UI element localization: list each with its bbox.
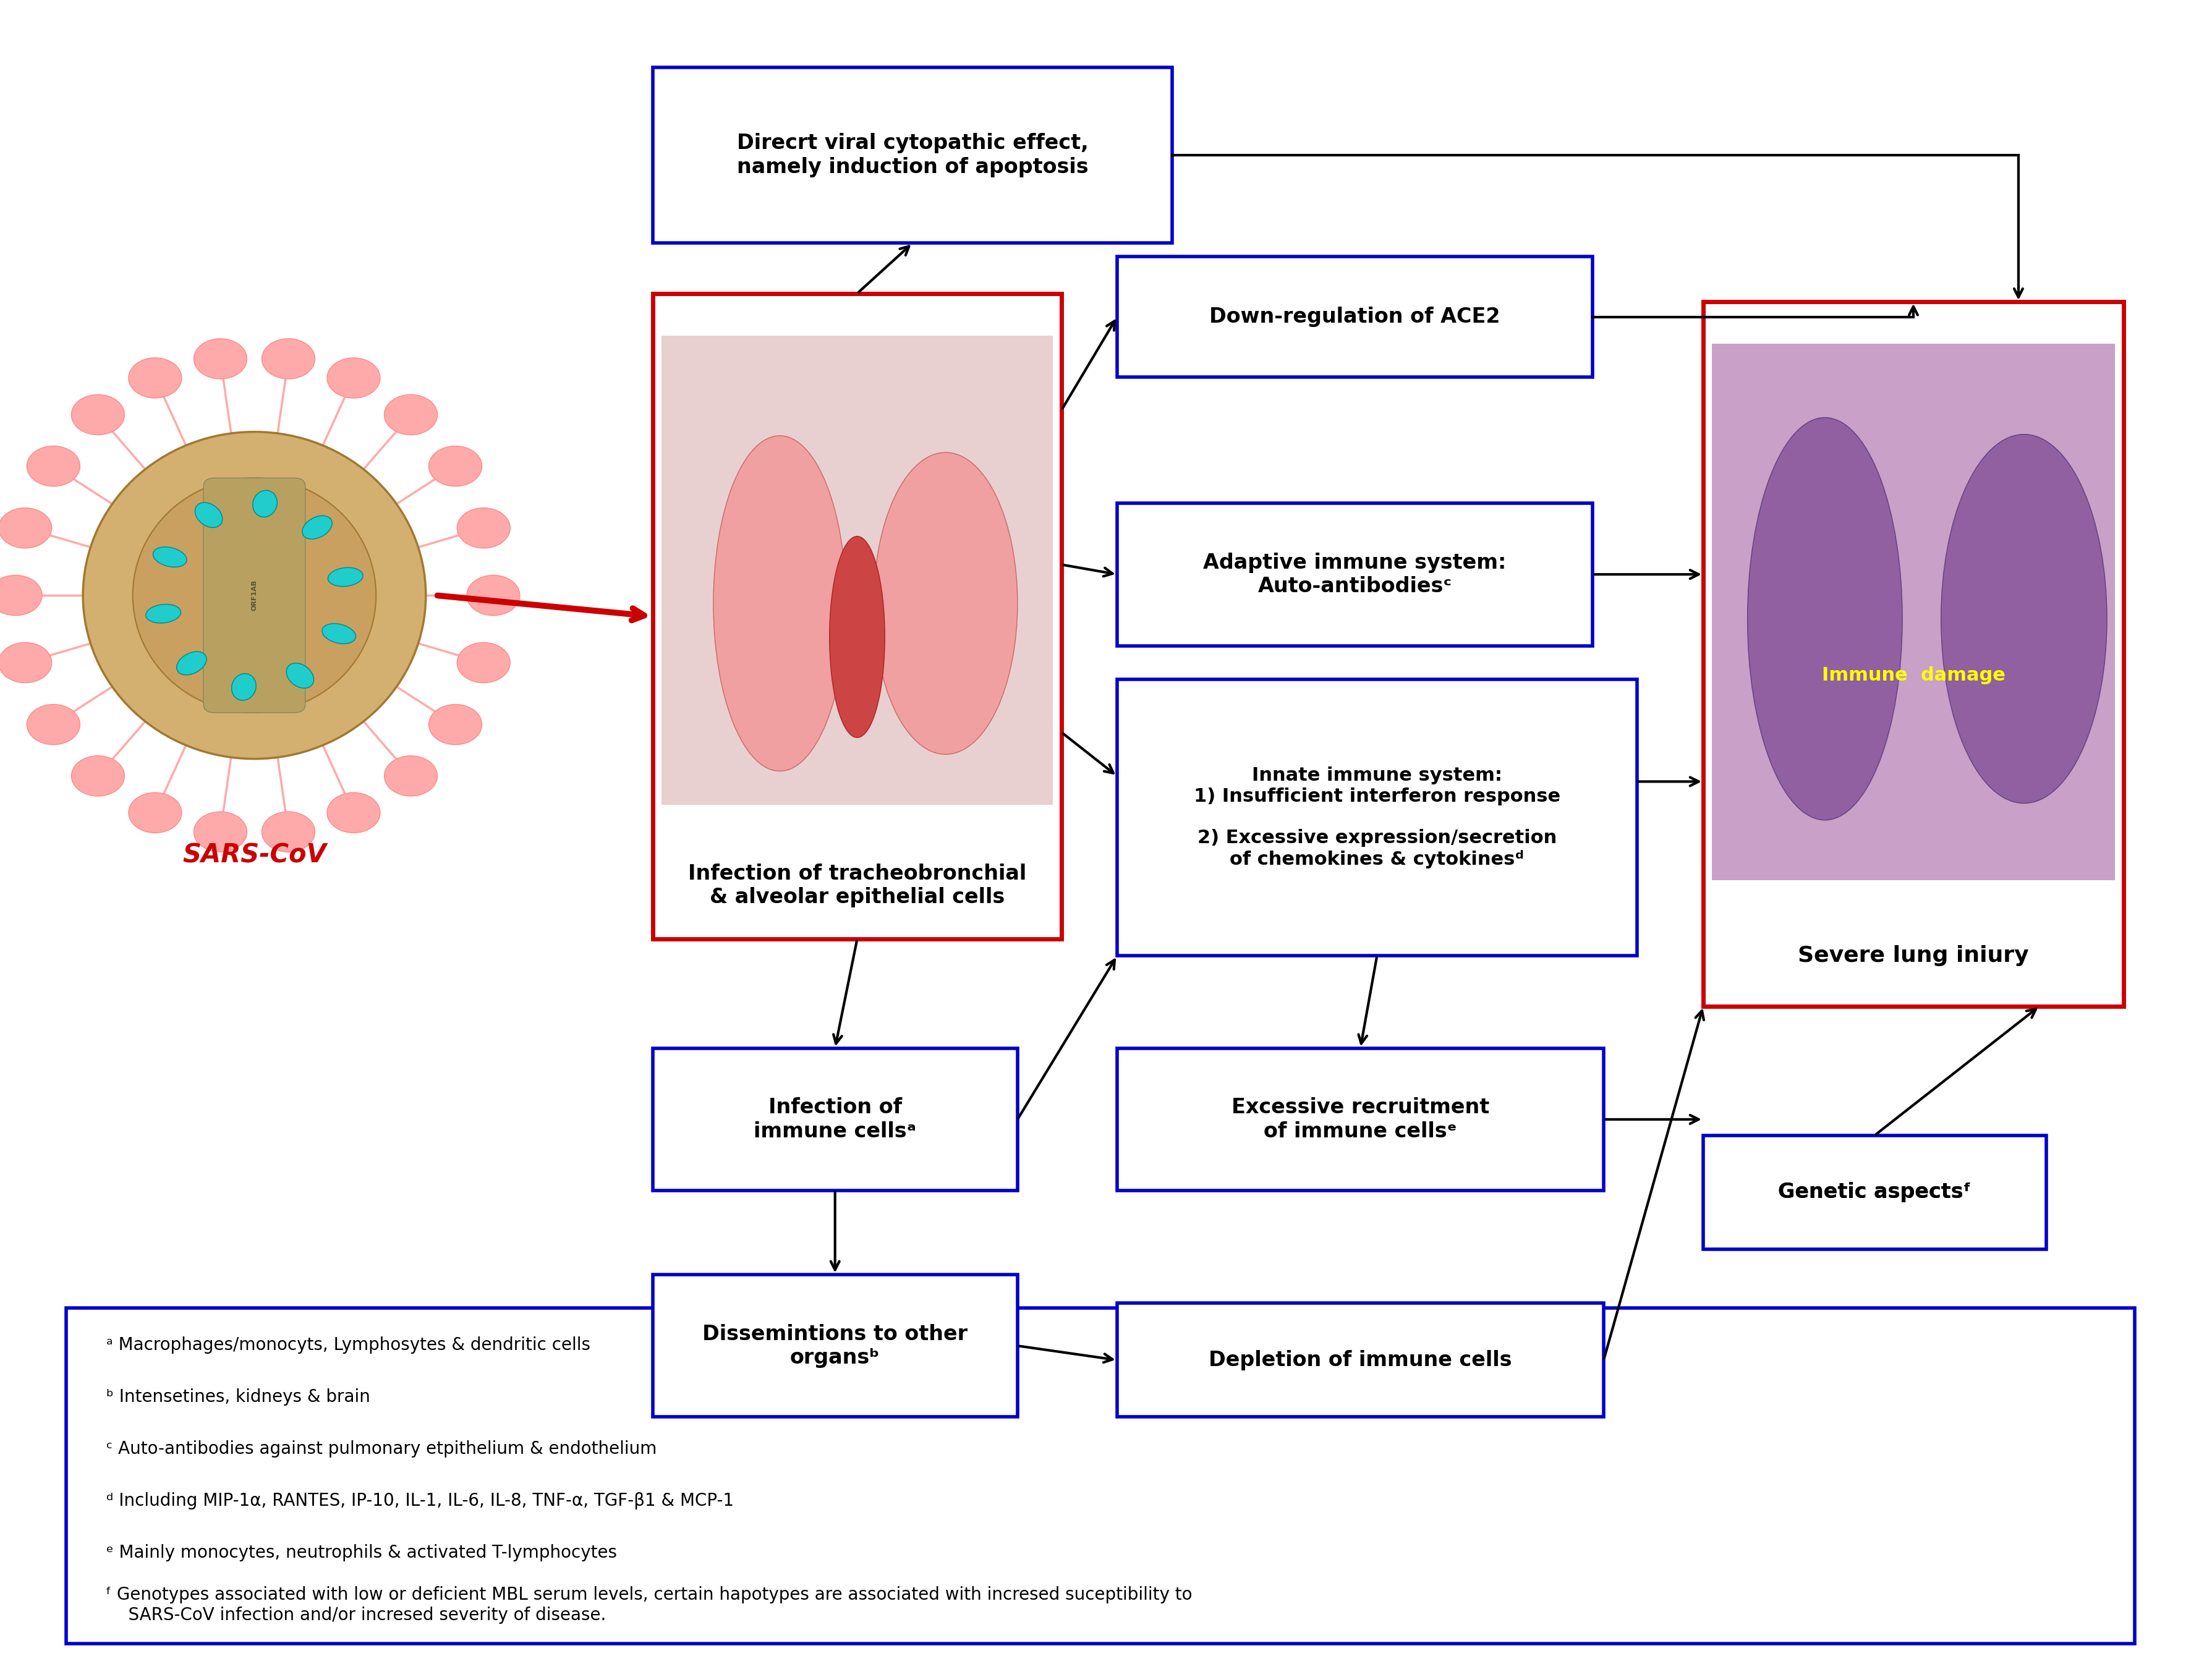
Text: Direcrt viral cytopathic effect,
namely induction of apoptosis: Direcrt viral cytopathic effect, namely … xyxy=(737,132,1088,178)
FancyBboxPatch shape xyxy=(1703,1135,2046,1249)
Text: Down-regulation of ACE2: Down-regulation of ACE2 xyxy=(1210,307,1500,327)
Circle shape xyxy=(385,756,438,797)
Circle shape xyxy=(195,812,248,852)
Text: ᵇ Intensetines, kidneys & brain: ᵇ Intensetines, kidneys & brain xyxy=(106,1389,369,1405)
Ellipse shape xyxy=(84,431,427,758)
Circle shape xyxy=(0,575,42,615)
FancyBboxPatch shape xyxy=(661,335,1053,805)
FancyBboxPatch shape xyxy=(653,293,1062,939)
Text: Infection of tracheobronchial
& alveolar epithelial cells: Infection of tracheobronchial & alveolar… xyxy=(688,864,1026,907)
Ellipse shape xyxy=(327,567,363,587)
FancyBboxPatch shape xyxy=(1117,503,1593,646)
Circle shape xyxy=(327,793,380,833)
Text: Infection of
immune cellsᵃ: Infection of immune cellsᵃ xyxy=(754,1097,916,1142)
Ellipse shape xyxy=(1942,434,2108,803)
Ellipse shape xyxy=(874,453,1018,755)
Text: ᵃ Macrophages/monocyts, Lymphosytes & dendritic cells: ᵃ Macrophages/monocyts, Lymphosytes & de… xyxy=(106,1337,591,1353)
FancyBboxPatch shape xyxy=(1117,679,1637,956)
Text: ᶠ Genotypes associated with low or deficient MBL serum levels, certain hapotypes: ᶠ Genotypes associated with low or defic… xyxy=(106,1586,1192,1623)
Text: ᵉ Mainly monocytes, neutrophils & activated T-lymphocytes: ᵉ Mainly monocytes, neutrophils & activa… xyxy=(106,1545,617,1561)
Circle shape xyxy=(261,339,314,379)
Text: Dissemintions to other
organsᵇ: Dissemintions to other organsᵇ xyxy=(703,1323,967,1368)
Text: Depletion of immune cells: Depletion of immune cells xyxy=(1208,1350,1513,1370)
Circle shape xyxy=(195,339,248,379)
Circle shape xyxy=(429,446,482,486)
Text: Severe lung iniury: Severe lung iniury xyxy=(1798,946,2028,966)
Circle shape xyxy=(0,508,51,548)
FancyBboxPatch shape xyxy=(1117,1303,1604,1417)
Ellipse shape xyxy=(252,490,276,517)
Ellipse shape xyxy=(829,537,885,738)
Text: ᶜ Auto-antibodies against pulmonary etpithelium & endothelium: ᶜ Auto-antibodies against pulmonary etpi… xyxy=(106,1441,657,1457)
FancyBboxPatch shape xyxy=(1712,344,2115,880)
Ellipse shape xyxy=(285,662,314,688)
Ellipse shape xyxy=(153,547,186,567)
Ellipse shape xyxy=(303,517,332,538)
Text: Genetic aspectsᶠ: Genetic aspectsᶠ xyxy=(1778,1182,1971,1202)
Circle shape xyxy=(261,812,314,852)
Circle shape xyxy=(429,704,482,745)
Ellipse shape xyxy=(323,624,356,644)
Ellipse shape xyxy=(712,436,845,771)
Ellipse shape xyxy=(146,604,181,624)
FancyBboxPatch shape xyxy=(66,1308,2135,1643)
Ellipse shape xyxy=(1747,418,1902,820)
Circle shape xyxy=(27,446,80,486)
Ellipse shape xyxy=(232,674,257,701)
Text: Adaptive immune system:
Auto-antibodiesᶜ: Adaptive immune system: Auto-antibodiesᶜ xyxy=(1203,552,1506,597)
Circle shape xyxy=(71,756,124,797)
Circle shape xyxy=(385,394,438,434)
Text: Excessive recruitment
of immune cellsᵉ: Excessive recruitment of immune cellsᵉ xyxy=(1232,1097,1489,1142)
FancyBboxPatch shape xyxy=(1703,302,2124,1006)
Circle shape xyxy=(128,357,181,397)
FancyBboxPatch shape xyxy=(1117,1048,1604,1191)
Circle shape xyxy=(71,394,124,434)
FancyBboxPatch shape xyxy=(1117,257,1593,377)
Circle shape xyxy=(128,793,181,833)
FancyBboxPatch shape xyxy=(204,478,305,713)
Ellipse shape xyxy=(195,503,223,528)
Text: ᵈ Including MIP-1α, RANTES, IP-10, IL-1, IL-6, IL-8, TNF-α, TGF-β1 & MCP-1: ᵈ Including MIP-1α, RANTES, IP-10, IL-1,… xyxy=(106,1493,734,1509)
FancyBboxPatch shape xyxy=(653,67,1172,243)
Circle shape xyxy=(27,704,80,745)
Circle shape xyxy=(467,575,520,615)
FancyBboxPatch shape xyxy=(653,1275,1018,1417)
FancyBboxPatch shape xyxy=(653,1048,1018,1191)
Circle shape xyxy=(327,357,380,397)
Text: Innate immune system:
1) Insufficient interferon response

2) Excessive expressi: Innate immune system: 1) Insufficient in… xyxy=(1194,766,1559,869)
Circle shape xyxy=(0,642,51,683)
Text: ORF1AB: ORF1AB xyxy=(252,580,257,610)
Ellipse shape xyxy=(177,652,206,674)
Ellipse shape xyxy=(133,478,376,713)
Text: Immune  damage: Immune damage xyxy=(1823,666,2004,684)
Text: SARS-CoV: SARS-CoV xyxy=(181,842,327,869)
Circle shape xyxy=(458,642,511,683)
Text: Genetic aspectsᶠ: Genetic aspectsᶠ xyxy=(1778,1182,1971,1202)
Circle shape xyxy=(458,508,511,548)
